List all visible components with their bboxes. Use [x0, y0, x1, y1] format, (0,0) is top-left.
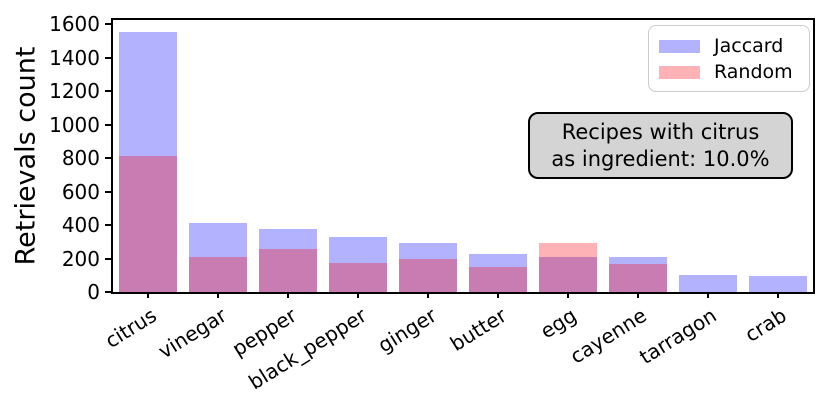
annotation-line-2: as ingredient: 10.0% — [551, 147, 770, 171]
legend: Jaccard Random — [648, 25, 810, 92]
x-tick-label-egg: egg — [536, 303, 581, 344]
y-tick-label: 1400 — [49, 45, 100, 70]
bar-segment-jaccard — [119, 31, 177, 156]
bar-segment-overlap — [539, 256, 597, 292]
y-tick-mark — [105, 56, 111, 59]
y-tick-mark — [105, 224, 111, 227]
y-tick-label: 0 — [87, 280, 100, 304]
legend-item-random: Random — [659, 61, 799, 83]
legend-item-jaccard: Jaccard — [659, 35, 799, 57]
bar-segment-jaccard — [329, 236, 387, 263]
bar-tarragon — [679, 275, 737, 292]
x-tick-mark — [637, 292, 639, 298]
bar-segment-overlap — [119, 155, 177, 292]
x-tick-mark — [217, 292, 219, 298]
y-tick-label: 1600 — [49, 12, 100, 37]
y-tick-mark — [105, 257, 111, 260]
y-tick-mark — [105, 90, 111, 93]
annotation-line-1: Recipes with citrus — [561, 120, 760, 144]
x-tick-label-butter: butter — [445, 303, 511, 356]
bar-segment-overlap — [399, 259, 457, 292]
bar-segment-overlap — [609, 264, 667, 292]
bar-citrus — [119, 31, 177, 292]
y-tick-mark — [105, 123, 111, 126]
x-tick-label-ginger: ginger — [373, 303, 441, 358]
bar-pepper — [259, 229, 317, 292]
x-tick-mark — [497, 292, 499, 298]
x-tick-mark — [567, 292, 569, 298]
bar-segment-random — [539, 243, 597, 257]
y-tick-label: 800 — [61, 146, 100, 171]
annotation-box: Recipes with citrus as ingredient: 10.0% — [528, 112, 793, 179]
y-tick-label: 200 — [61, 246, 100, 271]
y-tick-mark — [105, 291, 111, 293]
bar-egg — [539, 243, 597, 292]
x-tick-mark — [427, 292, 429, 298]
bar-segment-jaccard — [189, 223, 247, 257]
y-tick-label: 1000 — [49, 112, 100, 137]
x-tick-label-vinegar: vinegar — [153, 303, 231, 364]
bar-segment-overlap — [329, 262, 387, 292]
x-tick-mark — [777, 292, 779, 298]
x-tick-label-tarragon: tarragon — [635, 303, 721, 369]
y-tick-mark — [105, 157, 111, 160]
bar-ginger — [399, 242, 457, 292]
x-tick-label-cayenne: cayenne — [565, 303, 651, 369]
bar-cayenne — [609, 256, 667, 292]
x-tick-label-black_pepper: black_pepper — [244, 303, 371, 395]
bar-segment-overlap — [259, 249, 317, 292]
y-tick-mark — [105, 190, 111, 193]
bar-segment-overlap — [189, 256, 247, 292]
x-tick-mark — [147, 292, 149, 298]
bar-segment-jaccard — [259, 229, 317, 250]
bar-segment-jaccard — [679, 275, 737, 292]
legend-label-jaccard: Jaccard — [714, 35, 784, 57]
x-tick-mark — [707, 292, 709, 298]
bar-segment-jaccard — [749, 276, 807, 292]
bar-butter — [469, 254, 527, 292]
x-tick-label-crab: crab — [740, 303, 791, 347]
x-tick-mark — [357, 292, 359, 298]
x-tick-label-citrus: citrus — [100, 303, 161, 353]
y-tick-label: 400 — [61, 213, 100, 238]
bar-segment-jaccard — [399, 242, 457, 260]
y-tick-mark — [105, 23, 111, 26]
y-axis-label: Retrievals count — [10, 46, 42, 266]
bar-segment-jaccard — [469, 254, 527, 267]
y-tick-label: 1200 — [49, 79, 100, 104]
bar-black_pepper — [329, 236, 387, 292]
bar-segment-jaccard — [609, 256, 667, 265]
legend-swatch-jaccard — [659, 39, 700, 53]
legend-label-random: Random — [714, 61, 793, 83]
bar-segment-overlap — [469, 266, 527, 292]
x-tick-mark — [287, 292, 289, 298]
legend-swatch-random — [659, 65, 700, 79]
bar-vinegar — [189, 223, 247, 292]
bar-crab — [749, 276, 807, 292]
y-tick-label: 600 — [61, 179, 100, 204]
